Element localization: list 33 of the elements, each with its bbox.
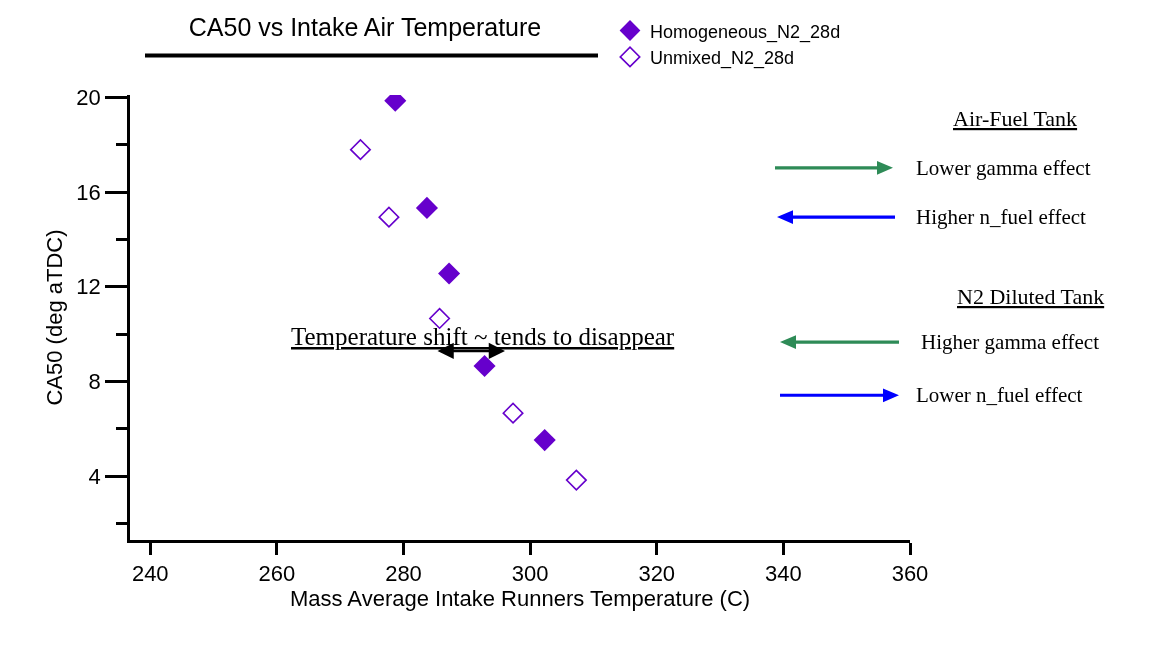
text: N2 Diluted Tank [957,284,1105,309]
y-tick-label: 20 [76,85,101,111]
x-tick-label: 260 [258,561,296,587]
legend-label: Unmixed_N2_28d [650,47,795,69]
point [349,139,371,161]
point [438,262,461,285]
point [415,196,438,219]
point [429,307,451,329]
x-tick-label: 360 [891,561,929,587]
point [378,206,400,228]
point [565,469,587,491]
x-tick-label: 280 [385,561,422,587]
annotation: Temperature shift ~ tends to disappear [291,323,675,350]
y-tick-label: 12 [76,274,101,300]
legend-label: Homogeneous_N2_28d [650,21,841,43]
x-tick-label: 320 [638,561,676,587]
text: Lower n_fuel effect [916,383,1083,407]
text: Higher n_fuel effect [916,205,1087,229]
x-tick-label: 240 [131,561,169,587]
y-axis-title: CA50 (deg aTDC) [42,229,68,406]
text: Higher gamma effect [921,330,1100,354]
x-tick-label: 300 [511,561,549,587]
chart-title: CA50 vs Intake Air Temperature [188,12,542,41]
y-tick-label: 8 [88,369,101,395]
y-tick-label: 4 [88,463,101,489]
x-axis-title: Mass Average Intake Runners Temperature (C) [289,586,751,612]
point [502,402,524,424]
point [533,429,556,452]
text: Lower gamma effect [916,156,1091,180]
text: Air-Fuel Tank [953,106,1078,131]
point [473,354,496,378]
x-tick-label: 340 [765,561,802,587]
y-tick-label: 16 [76,179,101,205]
